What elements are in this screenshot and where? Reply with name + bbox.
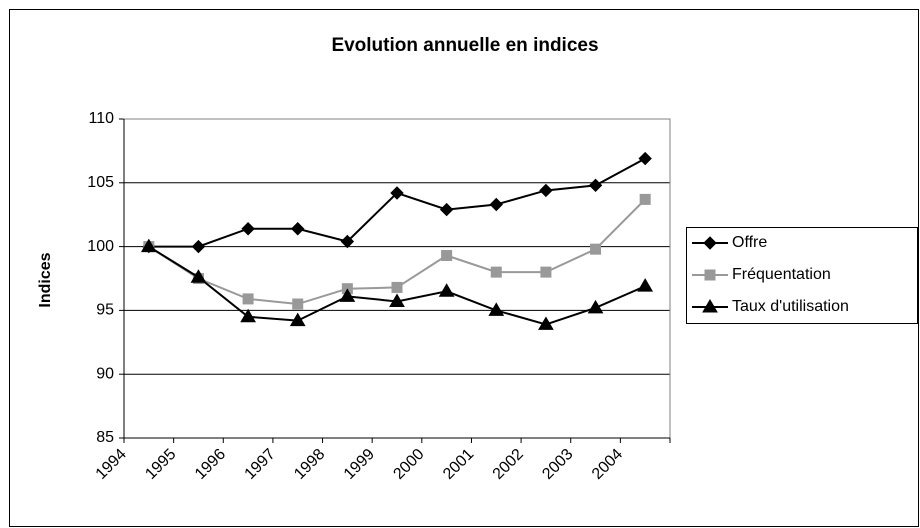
marker xyxy=(637,278,654,292)
y-tick-label: 95 xyxy=(96,302,114,319)
marker xyxy=(191,239,206,254)
marker xyxy=(289,312,306,327)
legend-label: Fréquentation xyxy=(732,266,831,283)
marker xyxy=(704,269,716,281)
marker xyxy=(438,283,455,297)
marker xyxy=(538,316,554,330)
marker xyxy=(639,193,651,205)
y-tick-label: 110 xyxy=(88,110,114,127)
y-tick-label: 105 xyxy=(87,174,114,191)
marker xyxy=(241,222,255,236)
marker xyxy=(291,222,305,236)
marker xyxy=(339,288,356,302)
y-tick-label: 85 xyxy=(96,429,114,446)
marker xyxy=(441,250,453,262)
marker xyxy=(638,151,652,166)
marker xyxy=(242,293,254,305)
marker xyxy=(490,266,502,278)
marker xyxy=(489,197,503,212)
marker xyxy=(340,234,355,249)
marker xyxy=(240,308,256,323)
marker xyxy=(590,243,602,255)
y-tick-label: 100 xyxy=(87,238,114,255)
legend-label: Taux d'utilisation xyxy=(732,298,849,315)
marker xyxy=(389,293,405,307)
marker xyxy=(702,299,718,313)
marker xyxy=(292,298,304,310)
marker xyxy=(587,299,604,314)
y-axis-label: Indices xyxy=(37,252,54,307)
chart-title: Evolution annuelle en indices xyxy=(331,35,598,56)
marker xyxy=(488,302,505,316)
marker xyxy=(140,238,157,253)
marker xyxy=(391,281,403,293)
marker xyxy=(390,186,404,200)
marker xyxy=(539,183,553,198)
y-tick-label: 90 xyxy=(96,365,114,382)
legend-label: Offre xyxy=(732,234,767,251)
marker xyxy=(588,178,603,193)
marker xyxy=(540,266,552,278)
marker xyxy=(703,236,717,250)
marker xyxy=(439,202,454,217)
marker xyxy=(190,269,207,283)
